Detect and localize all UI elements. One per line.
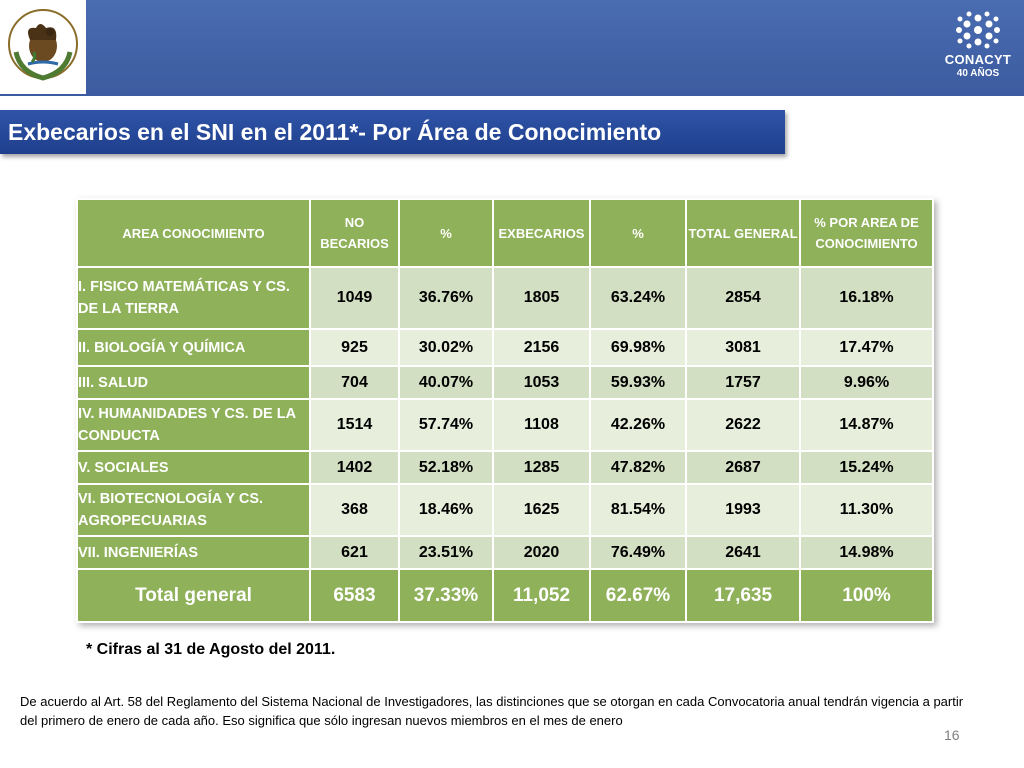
- conacyt-logo-name: CONACYT: [944, 52, 1012, 67]
- area-cell: II. BIOLOGÍA Y QUÍMICA: [76, 328, 311, 367]
- exbecarios-cell: 2156: [492, 328, 591, 367]
- total-cell: 2687: [685, 450, 801, 485]
- title-bar: Exbecarios en el SNI en el 2011*- Por Ár…: [0, 110, 785, 154]
- total-cell: 1993: [685, 483, 801, 537]
- total-general: 17,635: [685, 568, 801, 623]
- total-pct-area: 100%: [799, 568, 934, 623]
- no-becarios-cell: 1049: [309, 266, 400, 330]
- conacyt-logo-years: 40 AÑOS: [956, 68, 1000, 79]
- pct-no-becarios-cell: 40.07%: [398, 365, 494, 400]
- pct-no-becarios-cell: 57.74%: [398, 398, 494, 452]
- pct-exbecarios-cell: 69.98%: [589, 328, 687, 367]
- area-cell: I. FISICO MATEMÁTICAS Y CS. DE LA TIERRA: [76, 266, 311, 330]
- table-row: I. FISICO MATEMÁTICAS Y CS. DE LA TIERRA…: [76, 266, 934, 330]
- total-exbecarios: 11,052: [492, 568, 591, 623]
- mexican-eagle-seal-icon: [8, 9, 78, 81]
- col-header-pct-exbecarios: %: [589, 198, 687, 268]
- pct-exbecarios-cell: 81.54%: [589, 483, 687, 537]
- table-header-row: AREA CONOCIMIENTO NO BECARIOS % EXBECARI…: [76, 198, 934, 268]
- table-row: VI. BIOTECNOLOGÍA Y CS. AGROPECUARIAS 36…: [76, 483, 934, 537]
- col-header-pct-no-becarios: %: [398, 198, 494, 268]
- exbecarios-cell: 1108: [492, 398, 591, 452]
- area-cell: IV. HUMANIDADES Y CS. DE LA CONDUCTA: [76, 398, 311, 452]
- no-becarios-cell: 621: [309, 535, 400, 570]
- table-row: VII. INGENIERÍAS 621 23.51% 2020 76.49% …: [76, 535, 934, 570]
- conacyt-dots-icon: [956, 11, 1000, 49]
- pct-no-becarios-cell: 23.51%: [398, 535, 494, 570]
- pct-area-cell: 11.30%: [799, 483, 934, 537]
- exbecarios-cell: 1625: [492, 483, 591, 537]
- total-no-becarios: 6583: [309, 568, 400, 623]
- legal-note: De acuerdo al Art. 58 del Reglamento del…: [20, 694, 964, 728]
- total-label: Total general: [76, 568, 311, 623]
- slide-title: Exbecarios en el SNI en el 2011*- Por Ár…: [8, 119, 662, 145]
- total-row: Total general 6583 37.33% 11,052 62.67% …: [76, 568, 934, 623]
- pct-exbecarios-cell: 76.49%: [589, 535, 687, 570]
- no-becarios-cell: 1514: [309, 398, 400, 452]
- area-cell: VI. BIOTECNOLOGÍA Y CS. AGROPECUARIAS: [76, 483, 311, 537]
- pct-no-becarios-cell: 18.46%: [398, 483, 494, 537]
- pct-exbecarios-cell: 63.24%: [589, 266, 687, 330]
- total-pct-no-becarios: 37.33%: [398, 568, 494, 623]
- conacyt-logo: CONACYT 40 AÑOS: [938, 10, 1018, 90]
- col-header-no-becarios: NO BECARIOS: [309, 198, 400, 268]
- pct-area-cell: 14.87%: [799, 398, 934, 452]
- pct-no-becarios-cell: 36.76%: [398, 266, 494, 330]
- total-cell: 1757: [685, 365, 801, 400]
- table-row: IV. HUMANIDADES Y CS. DE LA CONDUCTA 151…: [76, 398, 934, 452]
- col-header-area: AREA CONOCIMIENTO: [76, 198, 311, 268]
- pct-area-cell: 17.47%: [799, 328, 934, 367]
- no-becarios-cell: 925: [309, 328, 400, 367]
- col-header-total-general: TOTAL GENERAL: [685, 198, 801, 268]
- total-pct-exbecarios: 62.67%: [589, 568, 687, 623]
- page-number: 16: [944, 727, 960, 743]
- pct-area-cell: 16.18%: [799, 266, 934, 330]
- pct-area-cell: 15.24%: [799, 450, 934, 485]
- pct-no-becarios-cell: 30.02%: [398, 328, 494, 367]
- area-cell: III. SALUD: [76, 365, 311, 400]
- pct-exbecarios-cell: 59.93%: [589, 365, 687, 400]
- no-becarios-cell: 704: [309, 365, 400, 400]
- exbecarios-cell: 1285: [492, 450, 591, 485]
- total-cell: 3081: [685, 328, 801, 367]
- exbecarios-cell: 2020: [492, 535, 591, 570]
- table-row: III. SALUD 704 40.07% 1053 59.93% 1757 9…: [76, 365, 934, 400]
- footnote: * Cifras al 31 de Agosto del 2011.: [86, 641, 336, 658]
- no-becarios-cell: 1402: [309, 450, 400, 485]
- header-bar: [0, 0, 1024, 96]
- exbecarios-cell: 1805: [492, 266, 591, 330]
- pct-exbecarios-cell: 42.26%: [589, 398, 687, 452]
- pct-no-becarios-cell: 52.18%: [398, 450, 494, 485]
- total-cell: 2854: [685, 266, 801, 330]
- pct-exbecarios-cell: 47.82%: [589, 450, 687, 485]
- col-header-exbecarios: EXBECARIOS: [492, 198, 591, 268]
- no-becarios-cell: 368: [309, 483, 400, 537]
- exbecarios-cell: 1053: [492, 365, 591, 400]
- mexico-seal: [0, 0, 86, 94]
- table-row: II. BIOLOGÍA Y QUÍMICA 925 30.02% 2156 6…: [76, 328, 934, 367]
- area-cell: V. SOCIALES: [76, 450, 311, 485]
- total-cell: 2641: [685, 535, 801, 570]
- exbecarios-table: AREA CONOCIMIENTO NO BECARIOS % EXBECARI…: [76, 198, 934, 623]
- pct-area-cell: 14.98%: [799, 535, 934, 570]
- table-row: V. SOCIALES 1402 52.18% 1285 47.82% 2687…: [76, 450, 934, 485]
- total-cell: 2622: [685, 398, 801, 452]
- col-header-pct-area: % POR AREA DE CONOCIMIENTO: [799, 198, 934, 268]
- pct-area-cell: 9.96%: [799, 365, 934, 400]
- area-cell: VII. INGENIERÍAS: [76, 535, 311, 570]
